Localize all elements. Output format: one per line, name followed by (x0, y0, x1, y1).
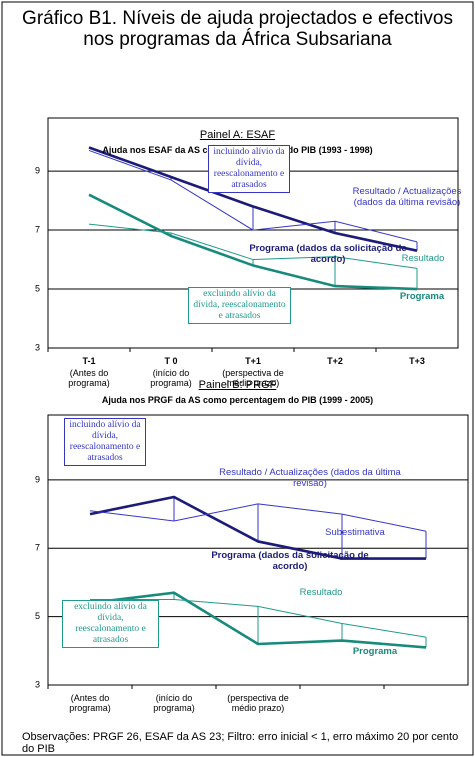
x-tick-label: T+1 (245, 356, 261, 366)
series-label: Resultado / Actualizações (dados da últi… (219, 467, 401, 489)
annotation: incluindo alívio da dívida, reescaloname… (208, 145, 290, 193)
series-line (90, 599, 427, 638)
x-tick-label: T+3 (409, 356, 425, 366)
series-line (88, 149, 418, 243)
series-label: Programa (352, 646, 398, 657)
annotation: excluindo alívio da dívida, reescaloname… (188, 287, 291, 324)
series-line (89, 503, 427, 532)
series-label: Resultado (401, 253, 445, 264)
y-tick-label: 9 (35, 165, 40, 175)
y-tick-label: 3 (35, 679, 40, 689)
chart-title: Ajuda nos PRGF da AS como percentagem do… (101, 395, 374, 405)
series-line (89, 495, 426, 560)
series-label: Programa (399, 291, 445, 302)
series-label: Programa (dados da solicitação de acordo… (211, 550, 369, 572)
x-tick-note: (Antes do programa) (68, 368, 110, 388)
series-label: Resultado (299, 587, 343, 598)
x-tick-label: (Antes do programa) (69, 693, 111, 713)
y-tick-label: 5 (35, 611, 40, 621)
panel-label: Painel A: ESAF (199, 129, 276, 141)
y-tick-label: 5 (35, 283, 40, 293)
series-line (88, 223, 418, 269)
x-tick-note: (início do programa) (150, 368, 192, 388)
panel-label: Painel B: PRGF (198, 379, 277, 391)
series-line (88, 146, 418, 252)
annotation: Subestimativa (325, 527, 385, 538)
series-line (88, 193, 418, 291)
x-tick-label: T-1 (82, 356, 96, 366)
x-tick-label: T+2 (327, 356, 343, 366)
figure-title: Gráfico B1. Níveis de ajuda projectados … (22, 8, 453, 50)
y-tick-label: 3 (35, 342, 40, 352)
annotation: excluindo alívio da dívida, reescaloname… (62, 600, 159, 648)
series-label: Resultado / Actualizações (dados da últi… (352, 186, 462, 208)
annotation: incluindo alívio da dívida, reescaloname… (64, 418, 146, 466)
footnote: Observações: PRGF 26, ESAF da AS 23; Fil… (22, 731, 459, 755)
x-tick-label: T 0 (164, 356, 178, 366)
x-tick-label: (perspectiva de médio prazo) (227, 693, 289, 713)
x-tick-note: (perspectiva de médio prazo) (222, 368, 284, 388)
y-tick-label: 9 (35, 474, 40, 484)
y-tick-label: 7 (35, 224, 40, 234)
series-line (89, 591, 427, 649)
series-label: Programa (dados da solicitação de acordo… (249, 243, 407, 265)
x-tick-label: (início do programa) (153, 693, 195, 713)
y-tick-label: 7 (35, 543, 40, 553)
